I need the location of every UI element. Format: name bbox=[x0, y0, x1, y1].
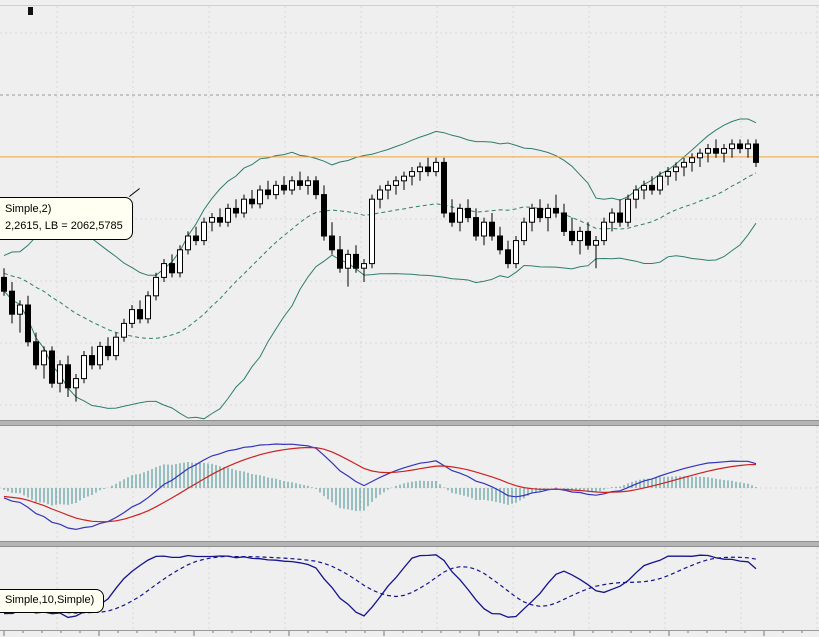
stochastic-label-text: Simple,10,Simple) bbox=[5, 594, 95, 606]
stochastic-label: Simple,10,Simple) bbox=[0, 589, 105, 614]
time-axis bbox=[0, 630, 819, 637]
stochastic-panel[interactable]: Simple,10,Simple) bbox=[0, 547, 819, 630]
price-panel[interactable]: Simple,2) 2,2615, LB = 2062,5785 bbox=[0, 6, 819, 420]
bollinger-tooltip-line1: Simple,2) bbox=[5, 203, 52, 215]
panel-splitter-2[interactable] bbox=[0, 541, 819, 547]
macd-panel[interactable] bbox=[0, 426, 819, 541]
price-chart-canvas[interactable] bbox=[0, 6, 819, 420]
panel-splitter-1[interactable] bbox=[0, 420, 819, 426]
time-axis-ticks bbox=[3, 631, 803, 636]
window-top-border bbox=[0, 5, 819, 6]
bollinger-tooltip: Simple,2) 2,2615, LB = 2062,5785 bbox=[0, 197, 133, 241]
chart-shift-marker bbox=[28, 7, 33, 15]
stochastic-canvas[interactable] bbox=[0, 547, 819, 630]
bollinger-tooltip-line2: 2,2615, LB = 2062,5785 bbox=[5, 220, 123, 233]
macd-canvas[interactable] bbox=[0, 426, 819, 541]
